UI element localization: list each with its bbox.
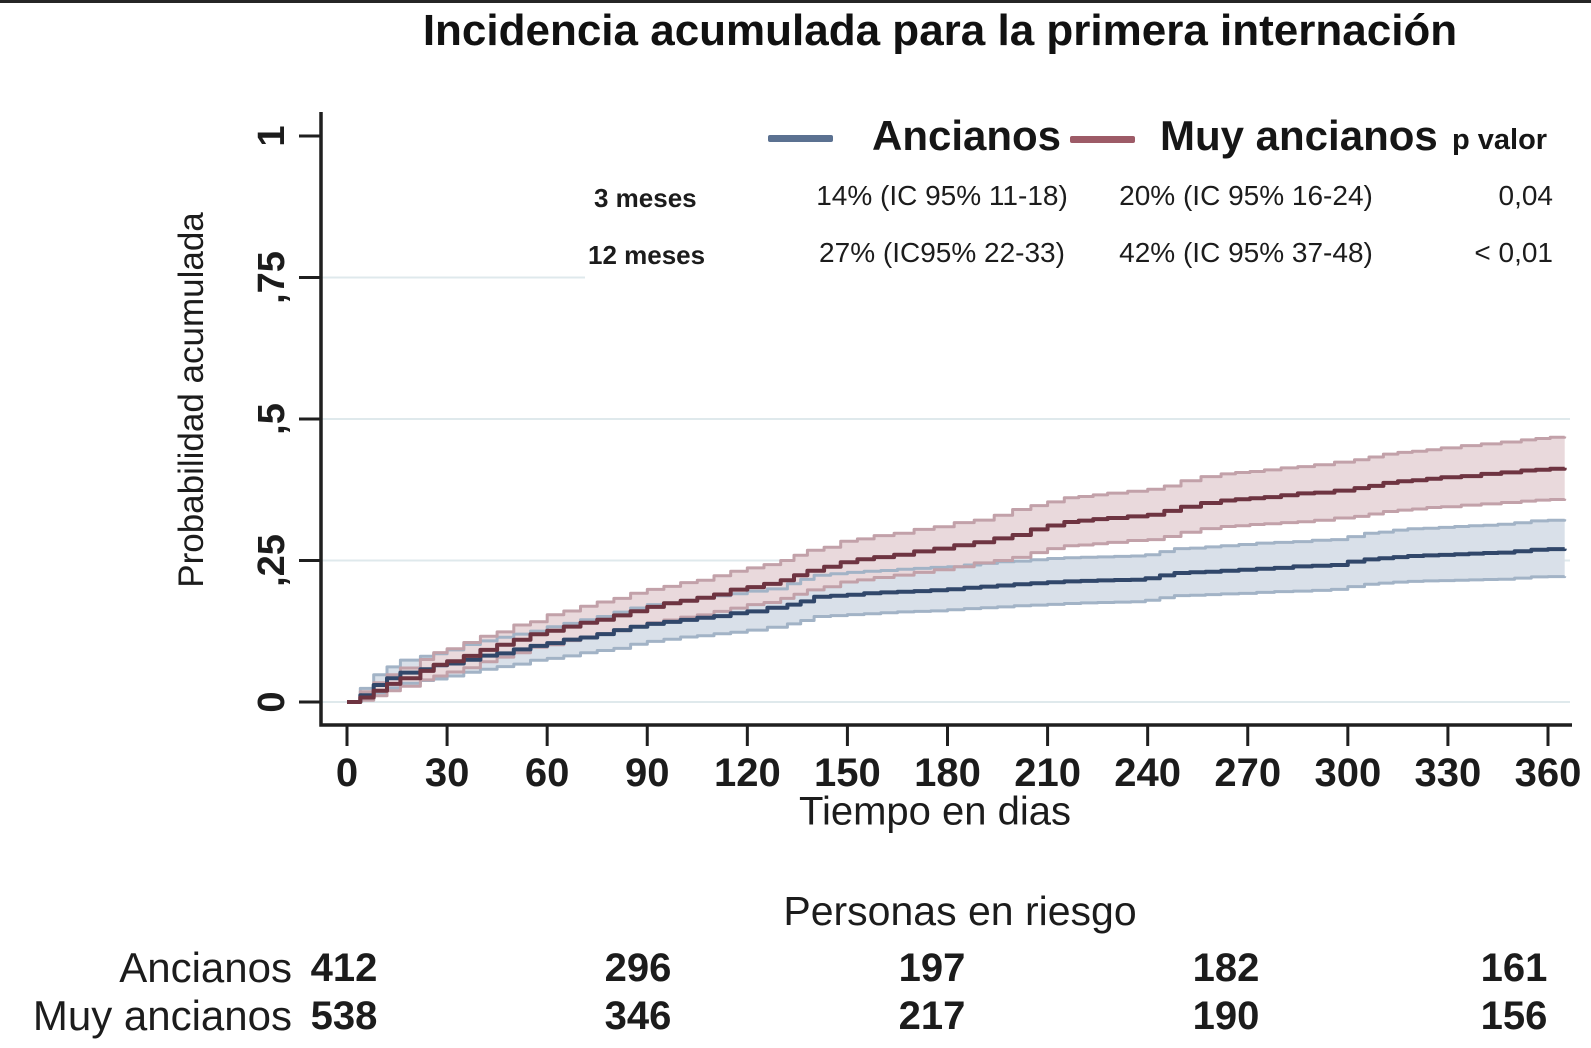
x-tick-label: 150 — [814, 751, 881, 795]
risk-value: 412 — [310, 946, 378, 990]
y-tick-label: ,5 — [251, 403, 293, 435]
x-tick-label: 330 — [1415, 751, 1482, 795]
ci-band-ancianos — [347, 519, 1565, 702]
x-tick-label: 0 — [336, 751, 358, 795]
y-axis-title: Probabilidad acumulada — [172, 212, 211, 588]
ci-lower-edge — [347, 575, 1567, 704]
x-tick-label: 120 — [714, 751, 781, 795]
legend-swatch-ancianos — [768, 135, 833, 142]
ci-band-muy-ancianos — [347, 436, 1565, 702]
x-tick-label: 90 — [625, 751, 670, 795]
risk-value: 197 — [898, 946, 966, 990]
legend-p-valor-label: p valor — [1452, 124, 1548, 156]
x-tick-label: 180 — [914, 751, 981, 795]
legend-swatch-muy-ancianos — [1070, 136, 1135, 143]
risk-row-label: Ancianos — [119, 944, 292, 991]
stats-3m-ancianos: 14% (IC 95% 11-18) — [816, 180, 1068, 211]
ci-upper-edge — [347, 435, 1567, 704]
risk-value: 296 — [604, 946, 672, 990]
x-tick-label: 210 — [1014, 751, 1081, 795]
y-tick-label: 0 — [251, 691, 293, 712]
x-tick-label: 270 — [1214, 751, 1281, 795]
y-tick-label: 1 — [251, 125, 293, 146]
x-tick-label: 60 — [525, 751, 570, 795]
stats-period-12m: 12 meses — [588, 240, 706, 270]
scan-top-edge — [0, 0, 1591, 3]
x-tick-label: 30 — [425, 751, 470, 795]
risk-value: 346 — [604, 994, 672, 1038]
series-line-muy-ancianos — [347, 466, 1567, 704]
stats-12m-muy-ancianos: 42% (IC 95% 37-48) — [1119, 237, 1373, 268]
risk-value: 161 — [1480, 946, 1548, 990]
legend-label-ancianos: Ancianos — [872, 112, 1062, 159]
y-tick-label: ,75 — [251, 251, 293, 304]
y-tick-label: ,25 — [251, 534, 293, 587]
stats-3m-pvalue: 0,04 — [1498, 180, 1554, 211]
risk-value: 217 — [898, 994, 966, 1038]
stats-period-3m: 3 meses — [594, 183, 697, 213]
risk-row-label: Muy ancianos — [32, 992, 292, 1039]
risk-value: 538 — [310, 994, 378, 1038]
risk-value: 190 — [1192, 994, 1260, 1038]
stats-12m-ancianos: 27% (IC95% 22-33) — [819, 237, 1065, 268]
x-tick-label: 300 — [1314, 751, 1381, 795]
legend-label-muy-ancianos: Muy ancianos — [1160, 112, 1438, 159]
risk-table-title: Personas en riesgo — [783, 888, 1137, 934]
chart-title: Incidencia acumulada para la primera int… — [422, 6, 1458, 55]
risk-value: 156 — [1480, 994, 1548, 1038]
x-tick-label: 360 — [1515, 751, 1582, 795]
risk-value: 182 — [1192, 946, 1260, 990]
series-line-ancianos — [347, 547, 1567, 704]
stats-12m-pvalue: < 0,01 — [1474, 237, 1553, 268]
x-axis-title: Tiempo en dias — [799, 789, 1071, 834]
x-tick-label: 240 — [1114, 751, 1181, 795]
stats-3m-muy-ancianos: 20% (IC 95% 16-24) — [1119, 180, 1373, 211]
axis-lines — [319, 112, 1572, 727]
